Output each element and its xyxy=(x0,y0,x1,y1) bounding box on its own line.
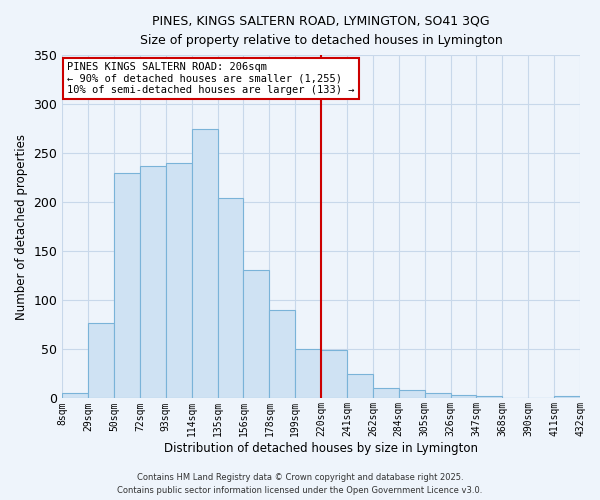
Bar xyxy=(295,350,321,399)
Bar xyxy=(373,388,399,398)
Bar xyxy=(166,163,192,398)
Bar xyxy=(269,310,295,398)
Bar xyxy=(476,396,502,398)
Bar xyxy=(192,128,218,398)
Bar xyxy=(347,374,373,398)
Text: PINES KINGS SALTERN ROAD: 206sqm
← 90% of detached houses are smaller (1,255)
10: PINES KINGS SALTERN ROAD: 206sqm ← 90% o… xyxy=(67,62,355,95)
Bar xyxy=(399,390,425,398)
Y-axis label: Number of detached properties: Number of detached properties xyxy=(15,134,28,320)
Bar xyxy=(554,396,580,398)
Text: Contains HM Land Registry data © Crown copyright and database right 2025.
Contai: Contains HM Land Registry data © Crown c… xyxy=(118,474,482,495)
Bar xyxy=(114,173,140,398)
Bar xyxy=(88,323,114,398)
Bar xyxy=(425,392,451,398)
Bar xyxy=(140,166,166,398)
Bar xyxy=(321,350,347,399)
Bar xyxy=(244,270,269,398)
X-axis label: Distribution of detached houses by size in Lymington: Distribution of detached houses by size … xyxy=(164,442,478,455)
Title: PINES, KINGS SALTERN ROAD, LYMINGTON, SO41 3QG
Size of property relative to deta: PINES, KINGS SALTERN ROAD, LYMINGTON, SO… xyxy=(140,15,503,47)
Bar xyxy=(62,392,88,398)
Bar xyxy=(451,396,476,398)
Bar xyxy=(218,198,244,398)
